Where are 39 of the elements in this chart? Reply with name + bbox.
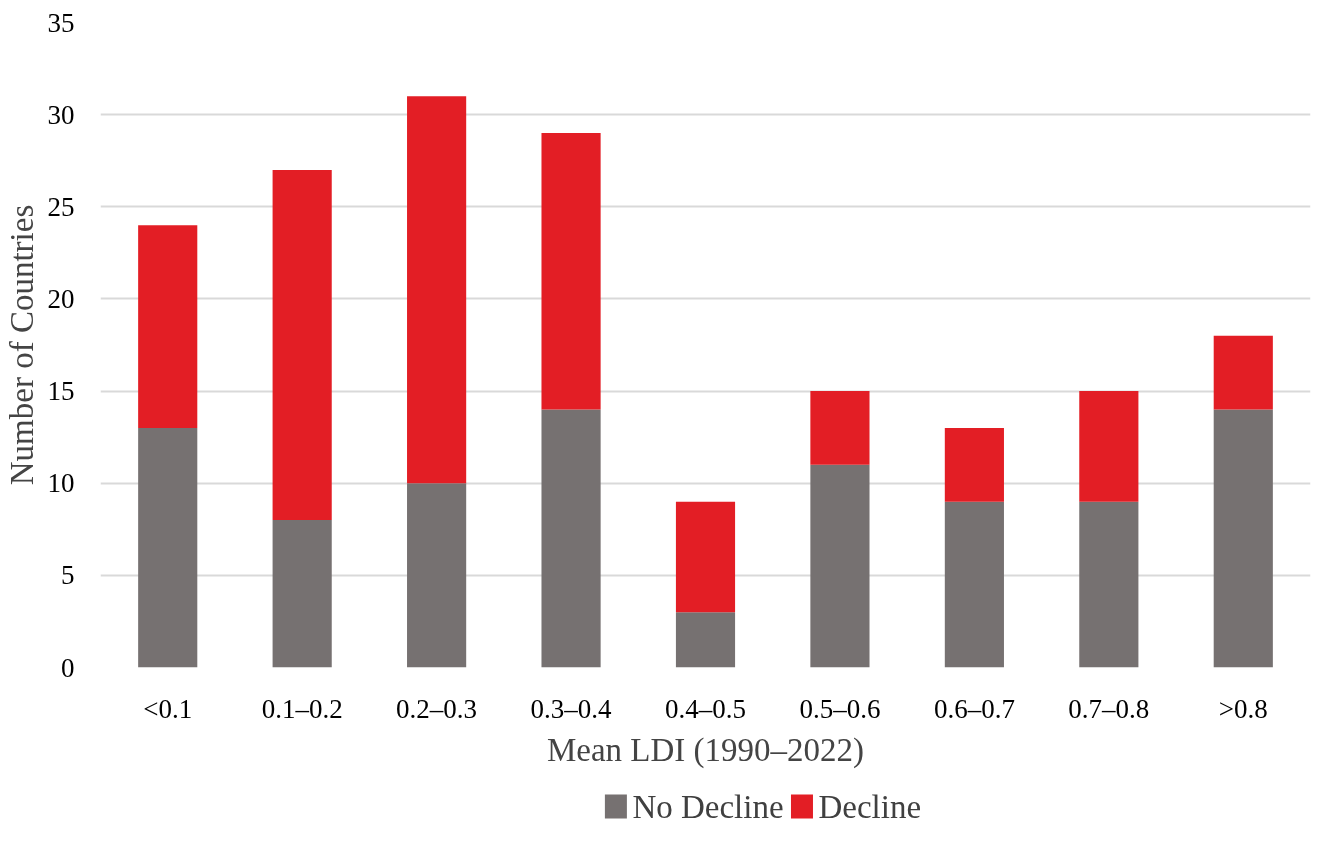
bar — [810, 391, 870, 465]
bar — [272, 169, 332, 521]
bar — [1079, 501, 1139, 668]
x-tick-label: 0.4–0.5 — [665, 693, 746, 724]
y-tick-label: 5 — [61, 560, 75, 591]
y-tick-label: 0 — [61, 652, 75, 683]
bar — [407, 96, 467, 484]
bar — [944, 427, 1004, 502]
bar — [407, 483, 467, 668]
legend-label: No Decline — [632, 788, 784, 825]
x-tick-label: <0.1 — [143, 693, 193, 724]
bar — [138, 225, 198, 428]
bar — [541, 133, 601, 410]
x-tick-label: >0.8 — [1218, 693, 1268, 724]
x-tick-label: 0.2–0.3 — [396, 693, 478, 724]
y-tick-label: 35 — [47, 7, 75, 38]
y-axis-title: Number of Countries — [3, 204, 40, 486]
x-axis-title: Mean LDI (1990–2022) — [546, 731, 865, 769]
bar — [138, 427, 198, 668]
bar — [810, 464, 870, 668]
legend-label: Decline — [818, 788, 922, 825]
bar — [675, 501, 736, 613]
bar — [1079, 391, 1139, 502]
bar — [944, 501, 1004, 668]
x-tick-label: 0.7–0.8 — [1068, 693, 1150, 724]
bar — [1213, 335, 1273, 410]
bar — [675, 612, 736, 668]
bar — [1213, 409, 1273, 668]
y-tick-label: 30 — [47, 99, 75, 130]
y-tick-label: 15 — [47, 376, 75, 407]
bar — [541, 409, 601, 668]
x-tick-label: 0.1–0.2 — [261, 693, 343, 724]
y-tick-label: 20 — [47, 283, 75, 314]
bar — [272, 520, 332, 668]
y-tick-label: 25 — [47, 191, 75, 222]
x-tick-label: 0.6–0.7 — [933, 693, 1015, 724]
y-tick-label: 10 — [47, 468, 75, 499]
x-tick-label: 0.5–0.6 — [799, 693, 881, 724]
x-tick-label: 0.3–0.4 — [530, 693, 613, 724]
